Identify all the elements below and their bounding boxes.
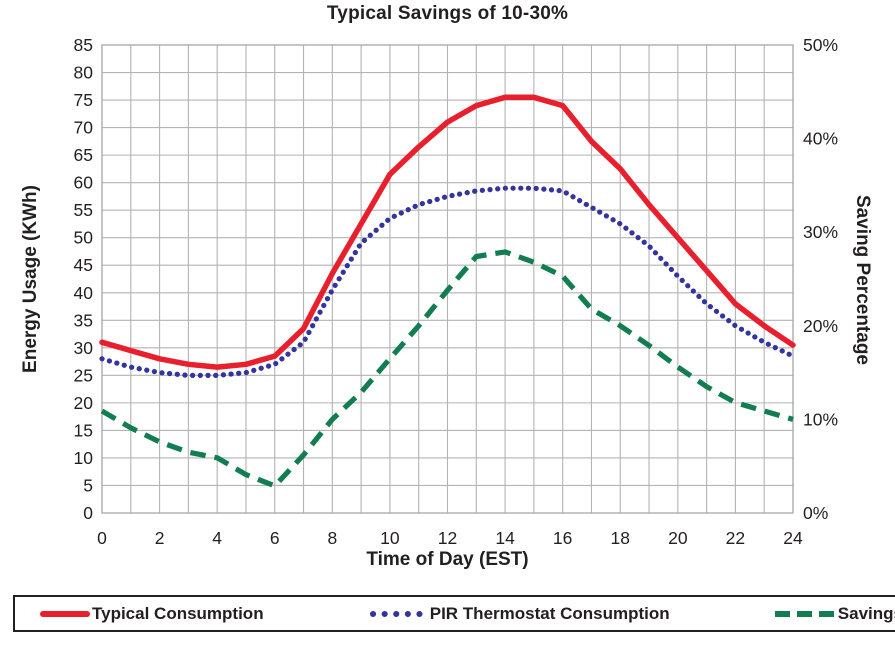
y-right-tick-label: 0% bbox=[803, 503, 828, 523]
y-left-tick-label: 25 bbox=[74, 365, 93, 385]
x-tick-label: 8 bbox=[327, 528, 337, 548]
x-tick-label: 22 bbox=[726, 528, 745, 548]
y-left-tick-label: 65 bbox=[74, 145, 93, 165]
dashed-line-swatch-icon bbox=[774, 610, 835, 617]
gridlines bbox=[101, 44, 794, 514]
y-right-tick-label: 10% bbox=[803, 409, 838, 429]
y-left-tick-label: 85 bbox=[74, 35, 93, 55]
y-left-tick-label: 45 bbox=[74, 255, 93, 275]
series-line-pir-thermostat-consumption bbox=[99, 185, 796, 378]
x-tick-label: 2 bbox=[155, 528, 165, 548]
x-tick-label: 24 bbox=[783, 528, 803, 548]
y-left-tick-label: 75 bbox=[74, 90, 93, 110]
legend-item-typical-consumption: Typical Consumption bbox=[39, 604, 264, 624]
dotted-line-swatch-icon bbox=[369, 610, 428, 617]
y-right-tick-label: 30% bbox=[803, 222, 838, 242]
solid-line-swatch-icon bbox=[40, 610, 90, 617]
legend-item-savings: Savings bbox=[773, 604, 895, 624]
legend-item-pir-thermostat: PIR Thermostat Consumption bbox=[367, 604, 670, 624]
y-left-tick-label: 80 bbox=[74, 63, 94, 83]
y-left-tick-label: 55 bbox=[74, 200, 93, 220]
x-tick-label: 4 bbox=[212, 528, 222, 548]
plot-border bbox=[101, 44, 794, 514]
y-left-tick-label: 15 bbox=[74, 420, 93, 440]
y-right-tick-label: 40% bbox=[803, 129, 838, 149]
legend: Typical Consumption PIR Thermostat Consu… bbox=[13, 595, 895, 632]
x-tick-label: 6 bbox=[270, 528, 280, 548]
series-line-savings bbox=[100, 249, 794, 489]
y-left-tick-label: 5 bbox=[83, 475, 93, 495]
x-tick-label: 16 bbox=[553, 528, 572, 548]
y-right-tick-label: 50% bbox=[803, 35, 838, 55]
y-left-tick-label: 0 bbox=[83, 503, 93, 523]
y-left-tick-label: 20 bbox=[74, 393, 94, 413]
y-left-tick-label: 35 bbox=[74, 310, 93, 330]
x-tick-label: 0 bbox=[97, 528, 107, 548]
y-left-tick-label: 60 bbox=[74, 173, 94, 193]
y-left-tick-label: 10 bbox=[74, 448, 94, 468]
x-tick-label: 12 bbox=[438, 528, 457, 548]
y-right-tick-labels: 50% 40% 30% 20% 10% 0% bbox=[803, 35, 838, 523]
y-left-tick-label: 50 bbox=[74, 228, 94, 248]
chart-title: Typical Savings of 10-30% bbox=[326, 3, 569, 24]
legend-label-pir-thermostat: PIR Thermostat Consumption bbox=[429, 603, 670, 623]
y-right-tick-label: 20% bbox=[803, 316, 838, 336]
legend-label-typical-consumption: Typical Consumption bbox=[92, 603, 264, 623]
x-tick-label: 20 bbox=[668, 528, 688, 548]
y-left-tick-label: 40 bbox=[74, 283, 94, 303]
x-tick-label: 14 bbox=[495, 528, 515, 548]
x-tick-label: 18 bbox=[611, 528, 630, 548]
series-line-typical-consumption bbox=[99, 94, 796, 370]
legend-label-savings: Savings bbox=[837, 603, 895, 623]
x-axis-title: Time of Day (EST) bbox=[366, 549, 529, 570]
y-left-tick-label: 70 bbox=[74, 118, 94, 138]
x-tick-labels: 0 2 4 6 8 10 12 14 16 18 20 22 24 bbox=[97, 528, 803, 548]
y-left-tick-label: 30 bbox=[74, 338, 94, 358]
x-tick-label: 10 bbox=[380, 528, 400, 548]
